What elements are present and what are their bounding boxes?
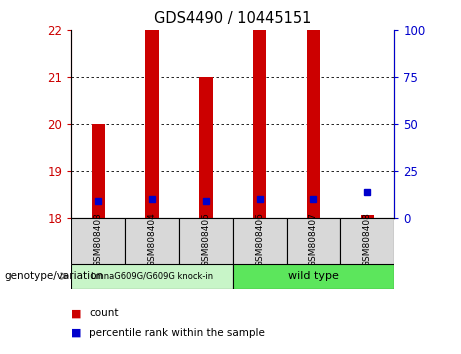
Bar (340, 218, 394, 264)
Text: GSM808407: GSM808407 (309, 212, 318, 267)
Bar (179, 218, 233, 264)
Text: GSM808403: GSM808403 (94, 212, 103, 267)
Bar (233, 264, 394, 289)
Title: GDS4490 / 10445151: GDS4490 / 10445151 (154, 11, 312, 26)
Bar (253, 30, 266, 218)
Text: GSM808404: GSM808404 (148, 212, 157, 267)
Bar (287, 218, 340, 264)
Bar (125, 218, 179, 264)
Bar (71, 264, 233, 289)
Text: ■: ■ (71, 308, 82, 318)
Bar (361, 215, 374, 218)
Text: GSM808408: GSM808408 (363, 212, 372, 267)
Bar (233, 218, 287, 264)
Text: count: count (89, 308, 118, 318)
Bar (71, 218, 125, 264)
Text: LmnaG609G/G609G knock-in: LmnaG609G/G609G knock-in (91, 272, 213, 281)
Text: wild type: wild type (288, 271, 339, 281)
Text: GSM808405: GSM808405 (201, 212, 210, 267)
Bar (145, 30, 159, 218)
Text: GSM808406: GSM808406 (255, 212, 264, 267)
Text: genotype/variation: genotype/variation (5, 271, 104, 281)
Text: ■: ■ (71, 328, 82, 338)
Bar (307, 30, 320, 218)
Bar (199, 77, 213, 218)
Text: percentile rank within the sample: percentile rank within the sample (89, 328, 265, 338)
Bar (92, 124, 105, 218)
